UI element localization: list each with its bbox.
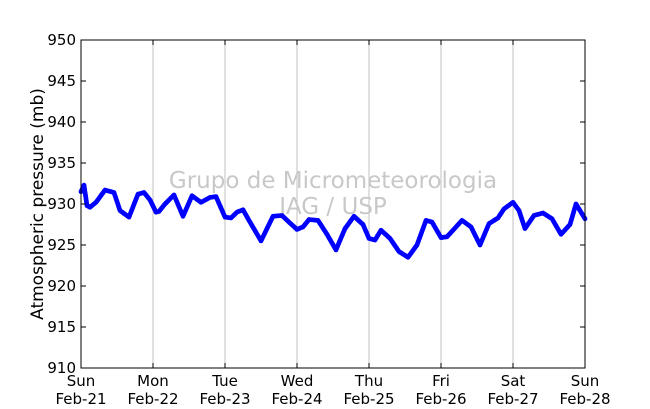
x-tick-label-date: Feb-25: [343, 390, 394, 408]
x-tick-label-date: Feb-24: [271, 390, 322, 408]
y-tick-label: 940: [47, 113, 76, 131]
watermark: Grupo de Micrometeorologia IAG / USP: [169, 168, 497, 220]
y-tick-label: 910: [47, 359, 76, 377]
watermark-line-1: Grupo de Micrometeorologia: [169, 168, 497, 194]
y-tick-label: 950: [47, 31, 76, 49]
x-tick-label-day: Sun: [571, 372, 600, 390]
y-axis-title: Atmospheric pressure (mb): [28, 88, 48, 320]
data-series: [78, 182, 588, 260]
watermark-line-2: IAG / USP: [279, 194, 387, 220]
x-tick-label-date: Feb-21: [55, 390, 106, 408]
x-tick-label-date: Feb-22: [127, 390, 178, 408]
x-tick-label-day: Fri: [432, 372, 450, 390]
x-tick-label-day: Wed: [281, 372, 314, 390]
y-axis: 910 915 920 925 930 935 940 945 950: [47, 31, 585, 377]
y-tick-label: 925: [47, 236, 76, 254]
x-tick-label-date: Feb-23: [199, 390, 250, 408]
x-tick-label-date: Feb-26: [415, 390, 466, 408]
x-tick-label-day: Mon: [137, 372, 169, 390]
data-points: [78, 182, 588, 260]
y-tick-label: 935: [47, 154, 76, 172]
x-axis: SunFeb-21MonFeb-22TueFeb-23WedFeb-24ThuF…: [55, 40, 611, 408]
x-tick-label-day: Tue: [211, 372, 238, 390]
x-tick-label-day: Sat: [501, 372, 526, 390]
y-tick-label: 915: [47, 318, 76, 336]
y-tick-label: 920: [47, 277, 76, 295]
x-tick-label-day: Thu: [354, 372, 383, 390]
x-tick-label-day: Sun: [67, 372, 96, 390]
x-tick-label-date: Feb-28: [559, 390, 610, 408]
y-tick-label: 930: [47, 195, 76, 213]
y-tick-label: 945: [47, 72, 76, 90]
x-tick-label-date: Feb-27: [487, 390, 538, 408]
